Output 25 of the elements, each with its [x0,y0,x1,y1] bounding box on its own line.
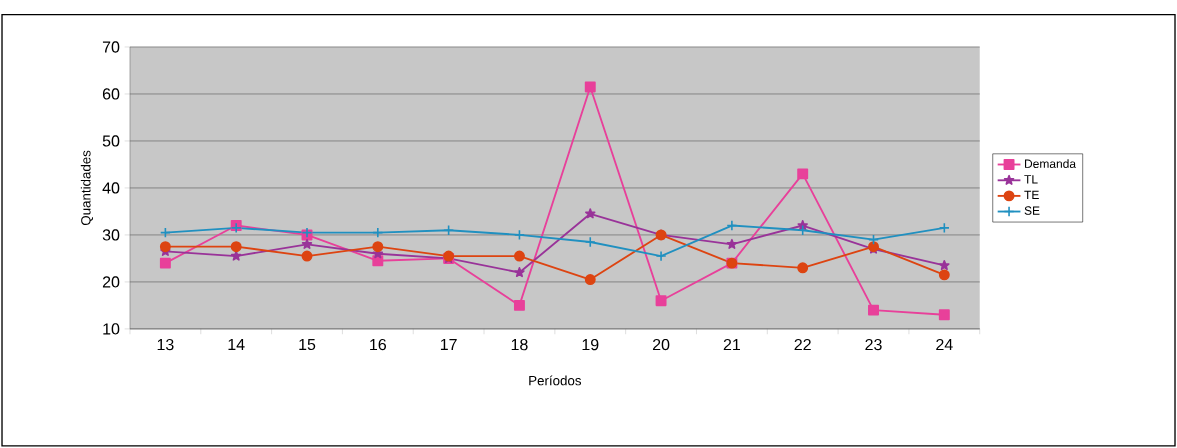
y-tick-label: 20 [102,276,120,288]
legend-label: TE [1024,190,1039,200]
legend-label: SE [1024,206,1040,215]
x-tick-label: 20 [652,339,670,351]
y-tick-label: 60 [102,88,120,100]
x-tick-label: 16 [370,339,387,351]
x-tick-label: 24 [936,339,953,351]
y-axis-title: Quantidades [80,150,93,226]
legend-label: Demanda [1025,159,1077,169]
x-tick-label: 22 [794,339,811,351]
x-tick-label: 14 [228,339,245,350]
x-tick-label: 17 [440,339,457,350]
x-tick-label: 21 [723,339,740,351]
x-tick-label: 18 [511,339,528,351]
x-tick-label: 13 [157,339,174,351]
y-tick-label: 50 [102,135,120,147]
x-tick-label: 15 [299,339,316,351]
x-tick-label: 19 [582,339,599,351]
legend-label: TL [1024,175,1038,184]
x-tick-label: 23 [865,339,882,351]
y-tick-label: 70 [102,41,120,53]
y-tick-label: 10 [103,323,120,335]
x-axis-title: Períodos [529,375,582,386]
y-tick-label: 40 [102,182,120,194]
y-tick-label: 30 [102,229,120,241]
